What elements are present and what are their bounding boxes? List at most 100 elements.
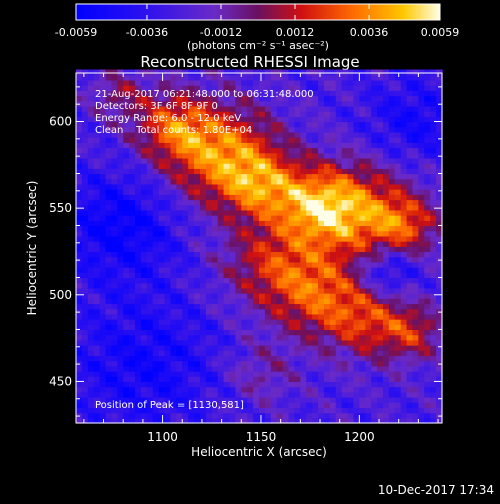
- heatmap-cell: [223, 365, 231, 372]
- heatmap-cell: [335, 121, 343, 128]
- heatmap-cell: [140, 168, 148, 175]
- heatmap-cell: [430, 282, 437, 289]
- heatmap-cell: [188, 402, 195, 409]
- heatmap-cell: [205, 220, 213, 227]
- heatmap-cell: [76, 246, 83, 253]
- heatmap-cell: [341, 220, 349, 227]
- heatmap-cell: [158, 293, 166, 299]
- heatmap-cell: [323, 391, 331, 398]
- heatmap-cell: [194, 220, 201, 227]
- heatmap-cell: [81, 303, 89, 310]
- heatmap-cell: [341, 157, 349, 164]
- heatmap-cell: [312, 313, 319, 320]
- heatmap-cell: [312, 74, 319, 81]
- heatmap-cell: [406, 220, 414, 227]
- heatmap-cell: [406, 85, 414, 91]
- heatmap-cell: [400, 402, 408, 409]
- heatmap-cell: [412, 230, 419, 237]
- heatmap-cell: [235, 282, 242, 289]
- heatmap-cell: [211, 142, 219, 149]
- heatmap-cell: [365, 355, 372, 362]
- heatmap-cell: [312, 261, 319, 268]
- heatmap-cell: [105, 230, 113, 237]
- heatmap-cell: [241, 329, 248, 336]
- heatmap-cell: [87, 339, 95, 346]
- heatmap-cell: [300, 360, 307, 367]
- heatmap-cell: [87, 241, 95, 247]
- heatmap-cell: [188, 261, 195, 268]
- heatmap-cell: [264, 147, 272, 154]
- heatmap-cell: [436, 100, 443, 107]
- heatmap-cell: [264, 194, 272, 201]
- heatmap-cell: [188, 189, 195, 195]
- heatmap-cell: [158, 74, 166, 81]
- heatmap-cell: [158, 345, 166, 351]
- heatmap-cell: [152, 215, 160, 221]
- heatmap-cell: [323, 137, 331, 143]
- heatmap-cell: [371, 319, 378, 325]
- heatmap-cell: [282, 298, 290, 305]
- heatmap-cell: [81, 95, 89, 102]
- heatmap-cell: [430, 137, 437, 143]
- heatmap-cell: [81, 235, 89, 242]
- heatmap-cell: [247, 417, 254, 424]
- heatmap-cell: [229, 251, 236, 258]
- heatmap-cell: [188, 407, 195, 414]
- heatmap-cell: [217, 111, 225, 117]
- heatmap-cell: [81, 293, 89, 299]
- heatmap-cell: [152, 339, 160, 346]
- heatmap-cell: [276, 371, 284, 377]
- heatmap-cell: [276, 256, 284, 263]
- heatmap-cell: [264, 308, 272, 315]
- heatmap-cell: [188, 256, 195, 263]
- heatmap-cell: [135, 381, 142, 388]
- heatmap-cell: [335, 371, 343, 377]
- heatmap-cell: [388, 267, 396, 273]
- heatmap-cell: [335, 74, 343, 81]
- heatmap-cell: [300, 371, 307, 377]
- heatmap-cell: [111, 267, 118, 273]
- heatmap-cell: [388, 204, 396, 211]
- heatmap-cell: [188, 95, 195, 102]
- heatmap-cell: [394, 199, 402, 206]
- heatmap-cell: [382, 230, 390, 237]
- heatmap-cell: [223, 308, 231, 315]
- heatmap-cell: [93, 79, 101, 86]
- heatmap-cell: [288, 111, 296, 117]
- heatmap-cell: [371, 131, 378, 138]
- heatmap-cell: [241, 272, 248, 279]
- heatmap-cell: [176, 152, 183, 159]
- heatmap-cell: [294, 282, 301, 289]
- heatmap-cell: [170, 350, 177, 357]
- heatmap-cell: [146, 261, 154, 268]
- heatmap-cell: [217, 287, 225, 294]
- heatmap-cell: [371, 308, 378, 315]
- heatmap-cell: [359, 324, 366, 331]
- heatmap-cell: [205, 137, 213, 143]
- heatmap-cell: [347, 79, 355, 86]
- heatmap-cell: [182, 105, 189, 112]
- heatmap-cell: [199, 209, 207, 216]
- heatmap-cell: [424, 199, 431, 206]
- heatmap-cell: [123, 95, 130, 102]
- heatmap-cell: [105, 183, 113, 190]
- heatmap-cell: [247, 407, 254, 414]
- heatmap-cell: [76, 79, 83, 86]
- heatmap-cell: [329, 298, 337, 305]
- heatmap-cell: [270, 142, 278, 149]
- heatmap-cell: [105, 199, 113, 206]
- heatmap-cell: [140, 386, 148, 393]
- heatmap-cell: [359, 287, 366, 294]
- heatmap-cell: [211, 345, 219, 351]
- heatmap-cell: [223, 371, 231, 377]
- heatmap-cell: [377, 100, 384, 107]
- heatmap-cell: [318, 287, 325, 294]
- heatmap-cell: [158, 277, 166, 284]
- heatmap-cell: [247, 215, 254, 221]
- heatmap-cell: [111, 381, 118, 388]
- heatmap-cell: [353, 293, 360, 299]
- heatmap-cell: [335, 407, 343, 414]
- heatmap-cell: [81, 397, 89, 403]
- heatmap-cell: [76, 235, 83, 242]
- heatmap-cell: [282, 313, 290, 320]
